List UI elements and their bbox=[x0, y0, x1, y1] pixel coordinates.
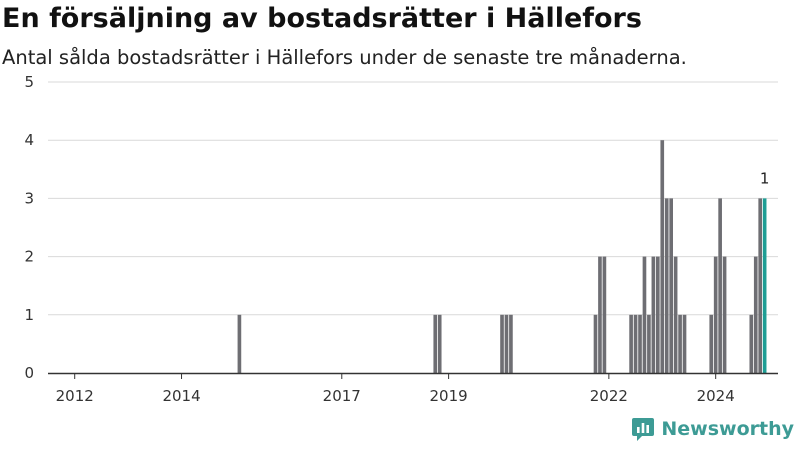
bar bbox=[602, 256, 607, 373]
bar bbox=[753, 256, 758, 373]
bar bbox=[678, 314, 682, 373]
y-tick-label: 0 bbox=[24, 364, 34, 382]
bar bbox=[647, 314, 651, 373]
bar bbox=[673, 256, 678, 373]
bar bbox=[651, 256, 656, 373]
highlighted-bar bbox=[762, 198, 767, 373]
bar bbox=[682, 314, 687, 373]
bar bbox=[709, 314, 714, 373]
x-axis: 2012 2014 2017 2019 2022 2024 bbox=[48, 372, 778, 405]
bar bbox=[500, 314, 504, 373]
brand-logo: Newsworthy bbox=[630, 416, 794, 442]
y-tick-label: 5 bbox=[24, 73, 34, 91]
bars bbox=[237, 140, 767, 373]
bar bbox=[633, 314, 638, 373]
bar bbox=[713, 256, 718, 373]
chart-title: En försäljning av bostadsrätter i Hällef… bbox=[2, 3, 642, 34]
bar bbox=[593, 314, 598, 373]
bar bbox=[718, 198, 722, 373]
bar bbox=[660, 140, 665, 373]
bar bbox=[433, 314, 438, 373]
y-tick-label: 3 bbox=[24, 189, 34, 207]
x-tick-label: 2017 bbox=[323, 387, 361, 405]
data-label: 1 bbox=[760, 169, 770, 187]
data-labels: 1 bbox=[758, 168, 771, 189]
chart-subtitle: Antal sålda bostadsrätter i Hällefors un… bbox=[2, 46, 687, 69]
bar bbox=[664, 198, 669, 373]
bar bbox=[638, 314, 642, 373]
y-tick-label: 1 bbox=[24, 306, 34, 324]
brand-name: Newsworthy bbox=[661, 418, 794, 440]
bar bbox=[749, 314, 754, 373]
bar bbox=[758, 198, 763, 373]
bar bbox=[629, 314, 633, 373]
y-tick-label: 2 bbox=[24, 248, 34, 266]
gridlines: 0 1 2 3 4 5 bbox=[24, 73, 778, 382]
x-tick-label: 2014 bbox=[162, 387, 200, 405]
y-tick-label: 4 bbox=[24, 131, 34, 149]
bar bbox=[509, 314, 513, 373]
bar bbox=[655, 256, 660, 373]
bar bbox=[504, 314, 509, 373]
x-tick-label: 2012 bbox=[56, 387, 94, 405]
x-tick-label: 2022 bbox=[590, 387, 628, 405]
bar bbox=[642, 256, 647, 373]
bar bbox=[437, 314, 442, 373]
x-tick-label: 2024 bbox=[697, 387, 735, 405]
bar bbox=[598, 256, 602, 373]
x-tick-label: 2019 bbox=[430, 387, 468, 405]
bar bbox=[722, 256, 727, 373]
newsworthy-logo-icon bbox=[632, 418, 655, 441]
bar bbox=[237, 314, 242, 373]
bar bbox=[669, 198, 673, 373]
